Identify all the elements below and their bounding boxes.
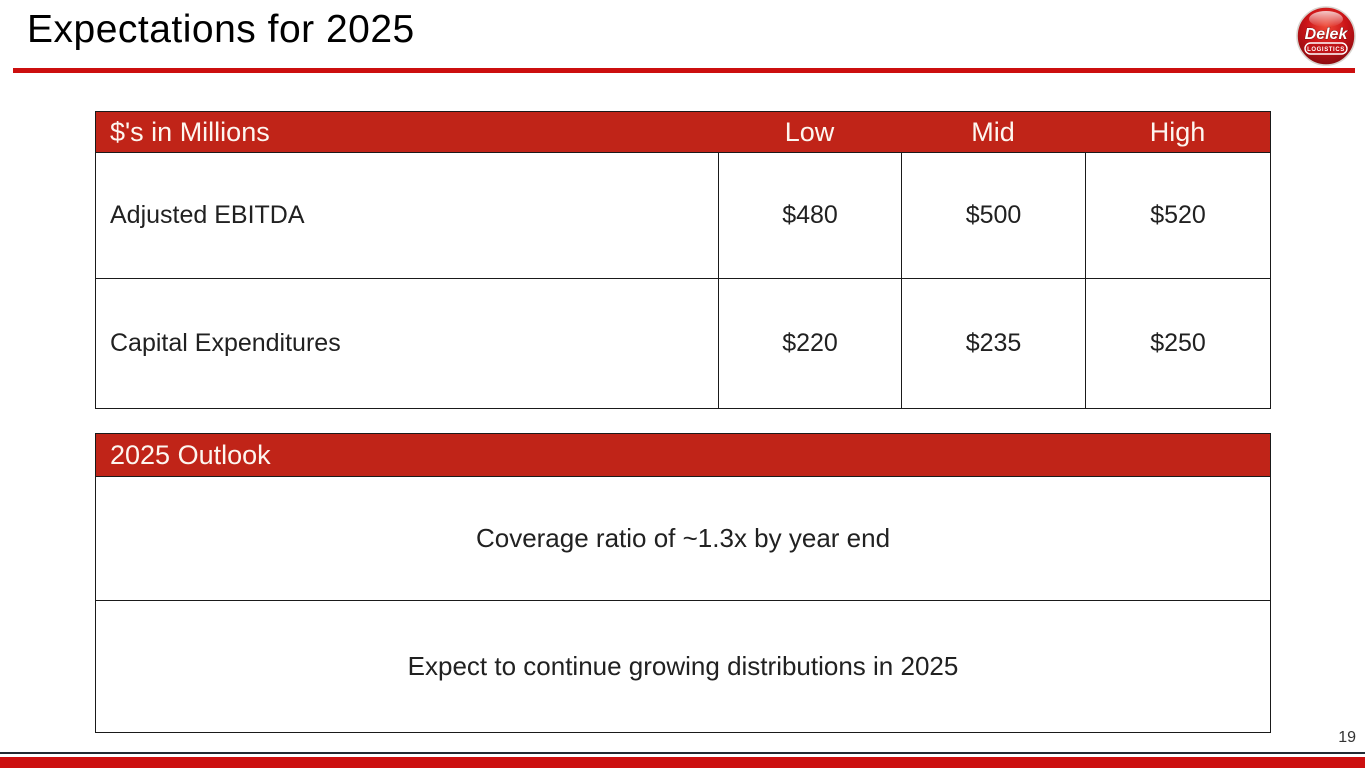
outlook-header: 2025 Outlook	[96, 434, 1270, 476]
outlook-item-distributions: Expect to continue growing distributions…	[96, 600, 1270, 732]
column-header-low: Low	[718, 112, 901, 152]
capital-expenditures-high: $250	[1085, 278, 1270, 408]
footer-divider-line	[0, 752, 1365, 754]
row-label-adjusted-ebitda: Adjusted EBITDA	[96, 152, 718, 278]
capital-expenditures-low: $220	[718, 278, 901, 408]
page-number: 19	[1338, 729, 1356, 746]
adjusted-ebitda-mid: $500	[901, 152, 1085, 278]
row-label-capital-expenditures: Capital Expenditures	[96, 278, 718, 408]
logo-tagline-text: LOGISTICS	[1307, 47, 1345, 53]
capital-expenditures-mid: $235	[901, 278, 1085, 408]
title-divider-line	[13, 68, 1355, 73]
outlook-item-coverage-ratio: Coverage ratio of ~1.3x by year end	[96, 476, 1270, 600]
logo-brand-text: Delek	[1305, 26, 1349, 43]
outlook-table: 2025 Outlook Coverage ratio of ~1.3x by …	[95, 433, 1271, 733]
page-title: Expectations for 2025	[27, 8, 415, 51]
column-header-mid: Mid	[901, 112, 1085, 152]
adjusted-ebitda-high: $520	[1085, 152, 1270, 278]
footer-red-bar	[0, 757, 1365, 768]
delek-logistics-logo: Delek LOGISTICS	[1296, 6, 1356, 66]
guidance-table: $'s in Millions Low Mid High Adjusted EB…	[95, 111, 1271, 409]
column-header-high: High	[1085, 112, 1270, 152]
guidance-table-title: $'s in Millions	[96, 112, 718, 152]
adjusted-ebitda-low: $480	[718, 152, 901, 278]
